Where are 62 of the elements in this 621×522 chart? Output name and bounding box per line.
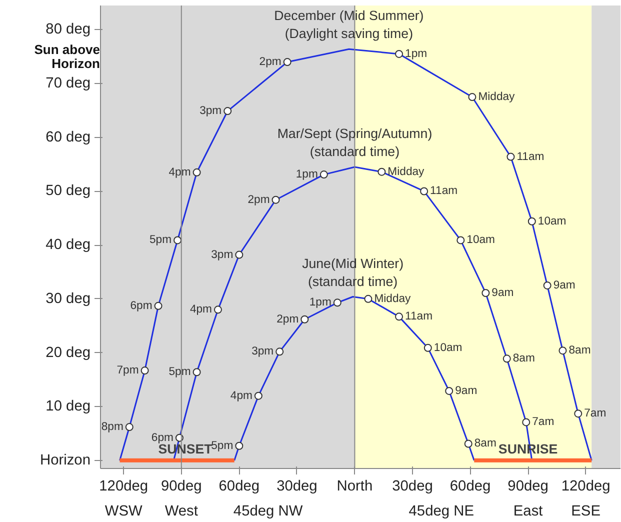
annotation: 2pm: [276, 313, 299, 326]
annotation: 3pm: [200, 105, 222, 118]
x-tick-label: North: [336, 478, 373, 494]
x2-tick-label: 45deg NE: [408, 504, 474, 520]
annotation: 10am: [466, 234, 495, 246]
annotation: 8pm: [101, 421, 124, 434]
x-tick-label: 90deg: [161, 478, 202, 494]
annotation: 2pm: [248, 194, 270, 206]
annotation: 7am: [584, 408, 606, 420]
y-tick-label: 40 deg: [46, 237, 90, 254]
x2-tick-label: East: [513, 504, 543, 520]
annotation: 6pm: [151, 432, 174, 444]
annotation: 6pm: [130, 300, 152, 312]
x-tick-label: 120deg: [99, 478, 148, 494]
annotation: 1pm: [405, 48, 428, 60]
annotation: 3pm: [252, 346, 274, 358]
x2-tick-label: 45deg NW: [233, 504, 303, 520]
annotation: 8am: [568, 344, 591, 357]
annotation: 4pm: [190, 304, 212, 316]
annotation: 11am: [516, 150, 544, 163]
annotation: 1pm: [296, 168, 318, 181]
x-tick-label: 120deg: [561, 478, 610, 494]
y-tick-label: 20 deg: [46, 344, 90, 361]
y-tick-label: Horizon: [40, 452, 91, 468]
x-tick-label: 60deg: [450, 478, 491, 494]
annotation: 2pm: [259, 56, 282, 68]
annotation: 8am: [512, 352, 535, 365]
series-label: June(Mid Winter) (standard time): [302, 256, 404, 289]
x-tick-label: 30deg: [392, 478, 433, 494]
y-tick-label: 50 deg: [46, 183, 90, 200]
annotation: 9am: [455, 384, 478, 397]
annotation: Midday: [374, 292, 412, 305]
y-tick-label: 80 deg: [46, 22, 90, 38]
x2-tick-label: ESE: [571, 504, 601, 520]
annotation: 4pm: [168, 166, 191, 178]
annotation: 7pm: [116, 364, 139, 377]
annotation: Midday: [388, 166, 425, 178]
annotation: 11am: [405, 310, 433, 323]
y-tick-label: 10 deg: [46, 398, 90, 415]
annotation: 3pm: [211, 248, 234, 261]
annotation: 4pm: [230, 390, 252, 402]
annotation: 11am: [430, 185, 458, 198]
y-tick-label: 30 deg: [46, 290, 90, 307]
x2-tick-label: WSW: [104, 504, 142, 520]
x-tick-label: 90deg: [508, 478, 548, 494]
annotation: Midday: [478, 91, 516, 104]
y-axis-title: Sun above Horizon: [34, 42, 100, 71]
annotation: 10am: [434, 342, 462, 354]
annotation: 8am: [474, 438, 496, 450]
annotation: 9am: [553, 279, 576, 292]
annotation: 5pm: [150, 234, 172, 246]
annotation: 5pm: [168, 366, 191, 378]
annotation: 1pm: [309, 296, 332, 309]
annotation: 7am: [532, 416, 554, 428]
x-tick-label: 60deg: [218, 478, 260, 494]
annotation: 9am: [492, 286, 514, 299]
x2-tick-label: West: [164, 504, 198, 520]
annotation: 10am: [538, 215, 566, 228]
y-tick-label: 70 deg: [46, 76, 90, 92]
annotation: 5pm: [211, 440, 234, 452]
x-tick-label: 30deg: [276, 478, 318, 494]
y-tick-label: 60 deg: [46, 129, 90, 146]
